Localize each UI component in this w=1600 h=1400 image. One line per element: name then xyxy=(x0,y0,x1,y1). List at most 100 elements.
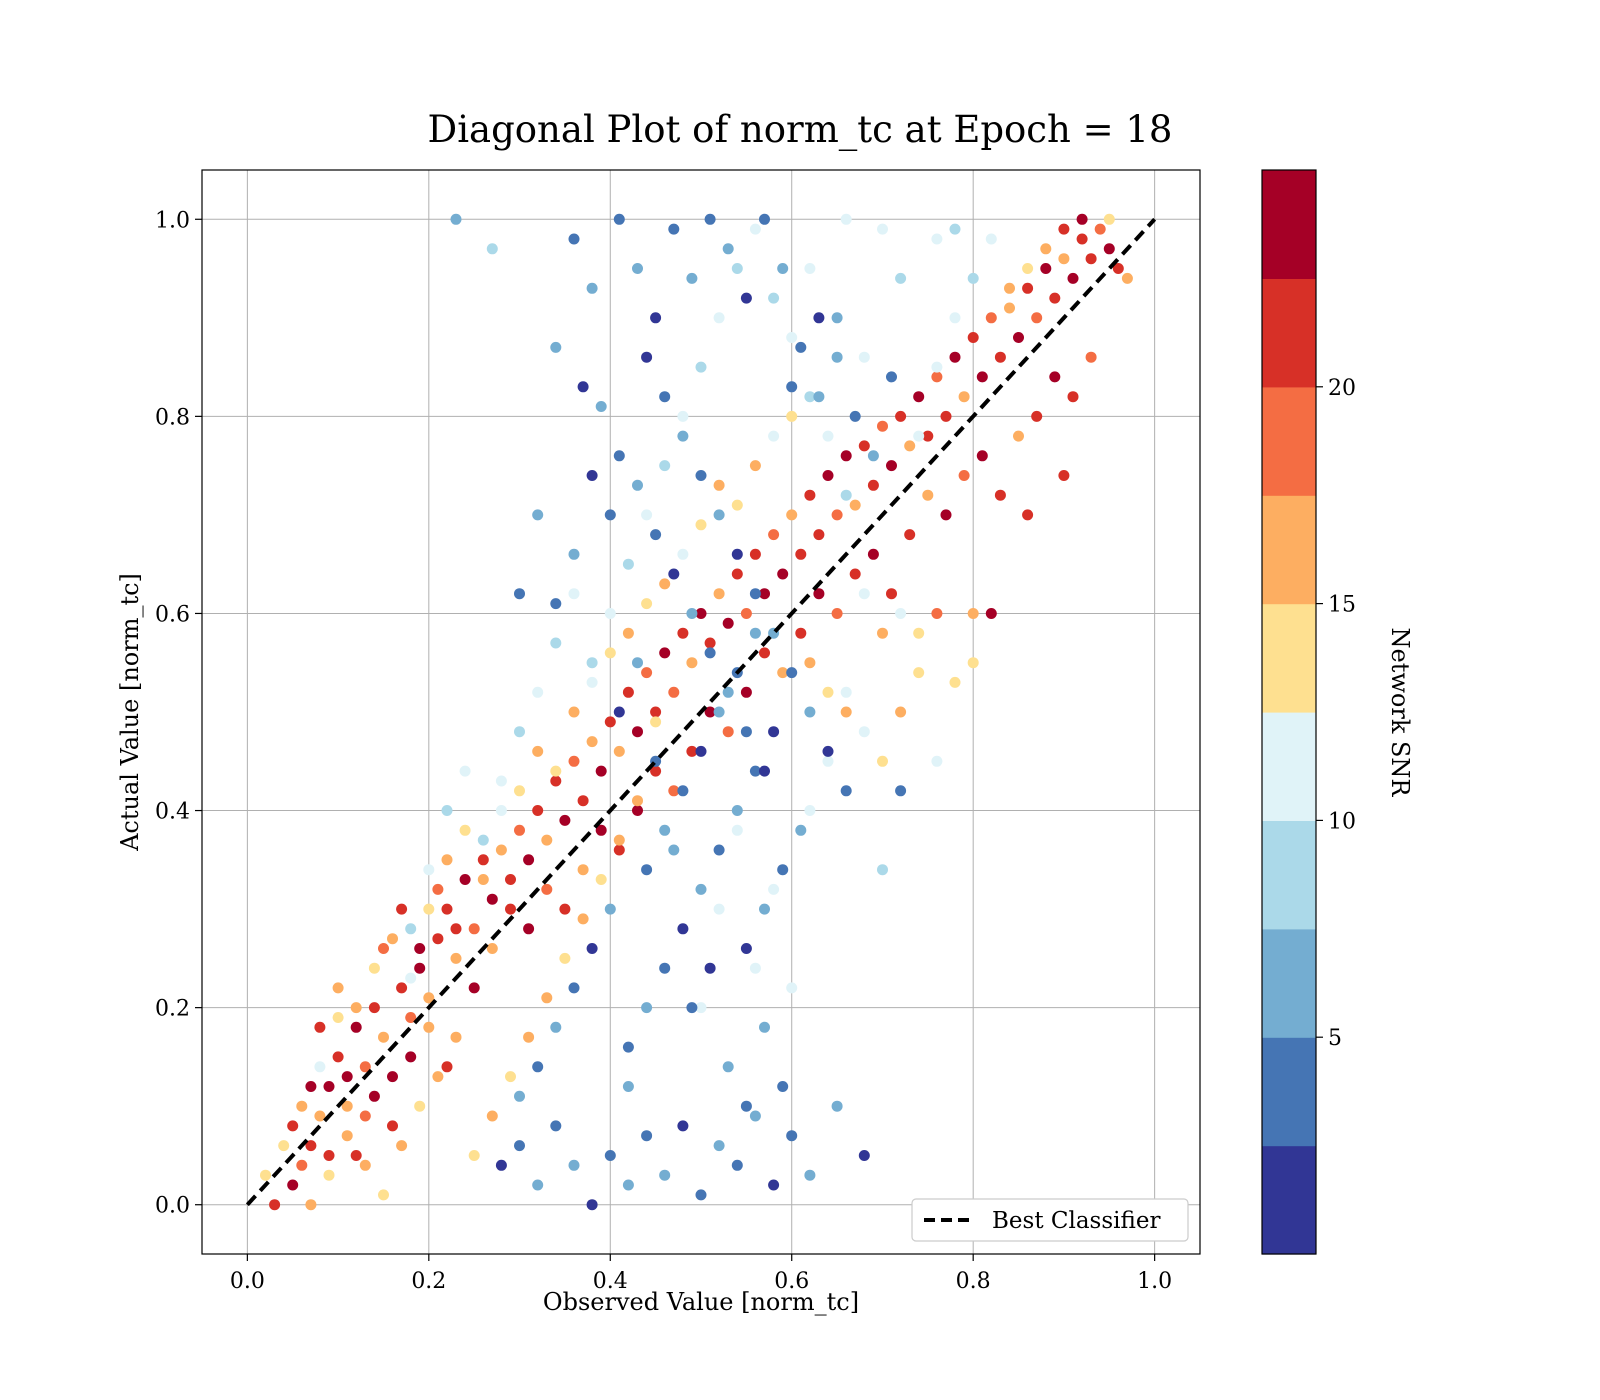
scatter-point xyxy=(831,509,843,521)
scatter-point xyxy=(840,706,852,718)
scatter-point xyxy=(668,785,680,797)
scatter-point xyxy=(786,509,798,521)
scatter-point xyxy=(359,1110,371,1122)
colorbar-segment xyxy=(1262,820,1316,930)
scatter-point xyxy=(922,430,934,442)
scatter-point xyxy=(405,972,417,984)
scatter-point xyxy=(568,548,580,560)
scatter-point xyxy=(831,351,843,363)
scatter-point xyxy=(822,686,834,698)
scatter-point xyxy=(813,312,825,324)
scatter-point xyxy=(759,588,770,600)
scatter-point xyxy=(1067,391,1079,403)
scatter-point xyxy=(541,992,553,1004)
scatter-point xyxy=(695,519,707,531)
scatter-point xyxy=(1103,243,1115,255)
scatter-point xyxy=(559,903,571,915)
scatter-point xyxy=(368,1002,380,1014)
scatter-point xyxy=(305,1199,317,1211)
scatter-point xyxy=(622,1041,634,1053)
scatter-point xyxy=(414,962,426,974)
x-axis-label: Observed Value [norm_tc] xyxy=(543,1288,859,1316)
scatter-point xyxy=(686,745,698,757)
scatter-point xyxy=(314,1021,326,1033)
scatter-point xyxy=(622,686,634,698)
scatter-point xyxy=(577,864,589,876)
scatter-point xyxy=(550,765,562,777)
scatter-point xyxy=(622,558,634,570)
scatter-point xyxy=(260,1169,271,1181)
scatter-point xyxy=(613,706,625,718)
scatter-point xyxy=(287,1179,299,1191)
scatter-point xyxy=(604,716,616,728)
scatter-point xyxy=(967,272,979,284)
scatter-point xyxy=(931,608,943,619)
scatter-point xyxy=(604,1150,616,1161)
scatter-point xyxy=(514,588,525,600)
scatter-point xyxy=(486,243,498,255)
scatter-point xyxy=(686,272,698,284)
scatter-point xyxy=(378,943,389,954)
scatter-point xyxy=(514,1140,525,1152)
scatter-point xyxy=(731,499,743,511)
scatter-point xyxy=(858,588,870,600)
x-tick-label: 0.0 xyxy=(230,1269,265,1294)
scatter-point xyxy=(450,952,462,964)
scatter-point xyxy=(486,893,498,905)
scatter-point xyxy=(641,1130,653,1142)
scatter-point xyxy=(668,568,680,580)
scatter-point xyxy=(604,509,616,521)
scatter-point xyxy=(831,312,843,324)
scatter-point xyxy=(387,1071,398,1083)
scatter-point xyxy=(405,1051,417,1063)
scatter-point xyxy=(795,548,807,560)
scatter-point xyxy=(777,864,789,876)
scatter-point xyxy=(804,805,816,816)
scatter-point xyxy=(541,834,553,846)
scatter-point xyxy=(632,657,643,669)
scatter-point xyxy=(314,1110,326,1122)
scatter-point xyxy=(1049,371,1061,383)
scatter-point xyxy=(495,775,507,787)
scatter-point xyxy=(786,1130,798,1142)
scatter-point xyxy=(867,548,879,560)
scatter-point xyxy=(849,568,861,580)
scatter-point xyxy=(505,1071,516,1083)
colorbar-ticks: 5 10 15 20 xyxy=(1316,376,1356,1051)
colorbar-tick-label: 15 xyxy=(1328,593,1356,618)
scatter-point xyxy=(958,391,970,403)
scatter-point xyxy=(622,1081,634,1092)
scatter-point xyxy=(613,844,625,856)
scatter-point xyxy=(641,667,653,679)
y-axis-label: Actual Value [norm_tc] xyxy=(116,573,144,852)
scatter-point xyxy=(867,450,879,462)
scatter-point xyxy=(659,460,671,472)
scatter-point xyxy=(350,1021,362,1033)
scatter-point xyxy=(931,755,943,767)
scatter-point xyxy=(695,745,707,757)
scatter-point xyxy=(895,410,907,422)
scatter-point xyxy=(768,430,780,442)
scatter-point xyxy=(804,391,816,403)
scatter-points xyxy=(260,213,1133,1211)
y-tick-label: 0.0 xyxy=(155,1194,190,1219)
scatter-point xyxy=(568,755,580,767)
scatter-point xyxy=(822,430,834,442)
colorbar xyxy=(1262,170,1316,1255)
scatter-point xyxy=(759,1021,770,1033)
scatter-point xyxy=(858,440,870,452)
scatter-point xyxy=(650,312,662,324)
scatter-point xyxy=(786,381,798,393)
scatter-point xyxy=(568,982,580,994)
scatter-point xyxy=(332,982,344,994)
scatter-point xyxy=(314,1061,326,1073)
scatter-point xyxy=(686,1002,698,1014)
scatter-point xyxy=(749,548,761,560)
chart-title: Diagonal Plot of norm_tc at Epoch = 18 xyxy=(428,108,1173,152)
scatter-point xyxy=(532,686,544,698)
scatter-point xyxy=(414,943,426,954)
scatter-point xyxy=(550,341,562,353)
scatter-point xyxy=(414,1100,426,1112)
scatter-point xyxy=(713,844,725,856)
scatter-point xyxy=(378,1189,389,1201)
